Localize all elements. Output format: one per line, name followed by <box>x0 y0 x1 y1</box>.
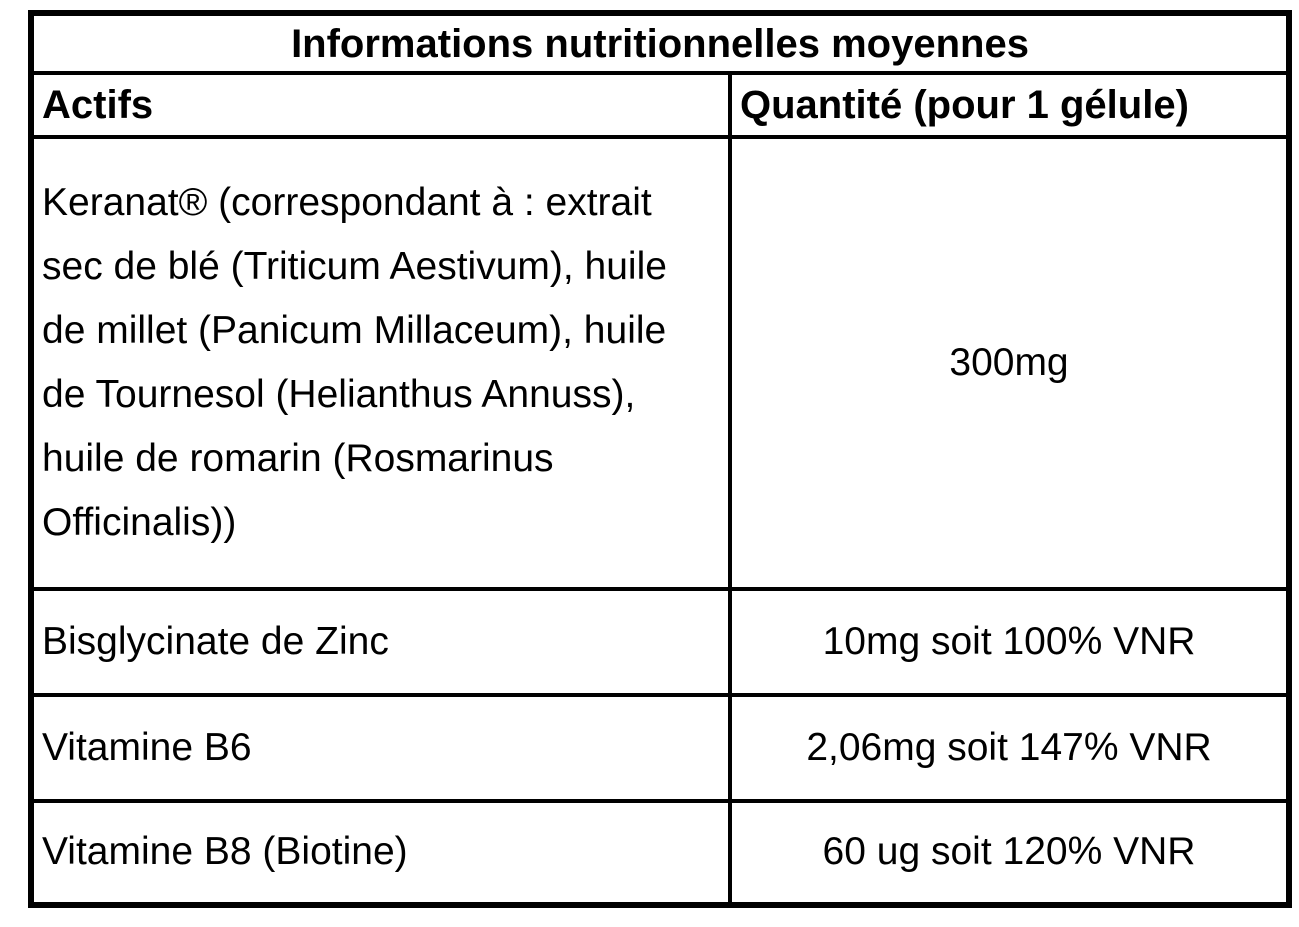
column-header-quantity: Quantité (pour 1 gélule) <box>728 71 1291 139</box>
table-row-zinc: Bisglycinate de Zinc 10mg soit 100% VNR <box>29 587 1291 697</box>
cell-actif-zinc: Bisglycinate de Zinc <box>29 587 732 697</box>
cell-quantity-keranat: 300mg <box>728 135 1291 591</box>
table-row-keranat: Keranat® (correspondant à : extrait sec … <box>29 135 1291 591</box>
cell-quantity-vitamine-b8: 60 ug soit 120% VNR <box>728 799 1291 907</box>
cell-actif-vitamine-b6: Vitamine B6 <box>29 693 732 803</box>
table-title: Informations nutritionnelles moyennes <box>29 11 1291 75</box>
cell-quantity-vitamine-b6: 2,06mg soit 147% VNR <box>728 693 1291 803</box>
column-header-actifs: Actifs <box>29 71 732 139</box>
cell-actif-vitamine-b8: Vitamine B8 (Biotine) <box>29 799 732 907</box>
table-row-vitamine-b8: Vitamine B8 (Biotine) 60 ug soit 120% VN… <box>29 799 1291 907</box>
table-title-row: Informations nutritionnelles moyennes <box>29 11 1291 75</box>
nutrition-table: Informations nutritionnelles moyennes Ac… <box>28 10 1292 908</box>
table-header-row: Actifs Quantité (pour 1 gélule) <box>29 71 1291 139</box>
cell-actif-keranat: Keranat® (correspondant à : extrait sec … <box>29 135 732 591</box>
actif-keranat-text: Keranat® (correspondant à : extrait sec … <box>42 181 667 544</box>
cell-quantity-zinc: 10mg soit 100% VNR <box>728 587 1291 697</box>
table-row-vitamine-b6: Vitamine B6 2,06mg soit 147% VNR <box>29 693 1291 803</box>
